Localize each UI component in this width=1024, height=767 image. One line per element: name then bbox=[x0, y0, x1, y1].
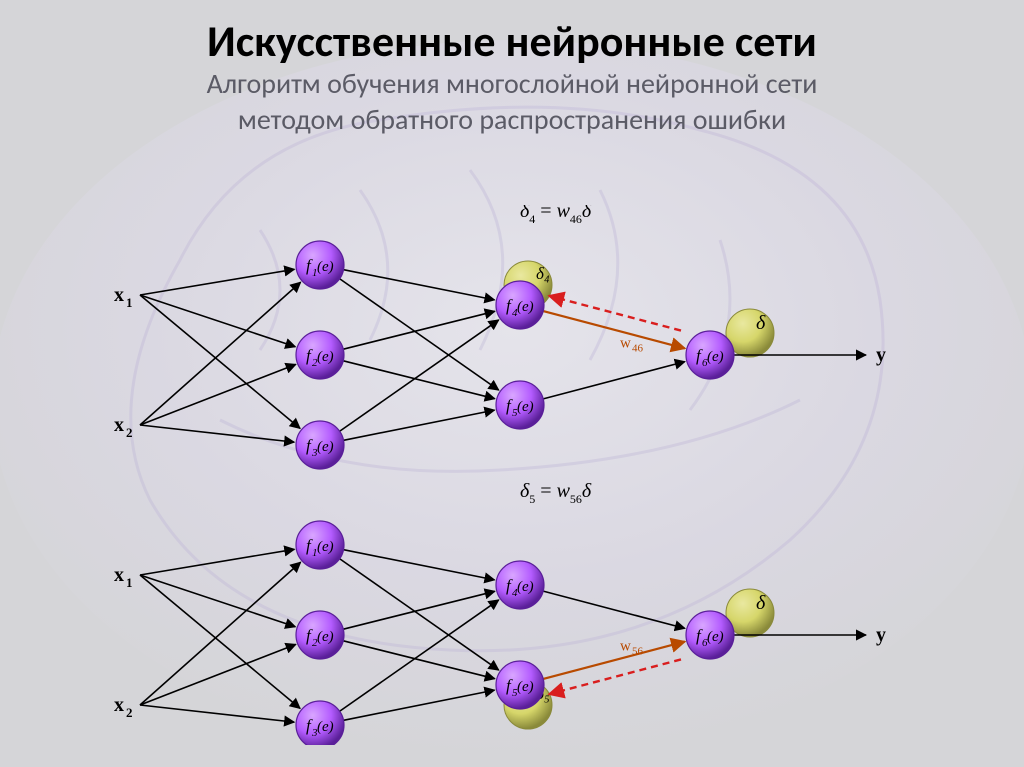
edge bbox=[140, 269, 294, 295]
delta-label: δ bbox=[756, 312, 766, 334]
edge bbox=[140, 295, 300, 428]
edge bbox=[543, 642, 685, 679]
diagram-container: δδ₄x1x2w46yf1(e)f2(e)f3(e)f4(e)f5(e)f6(e… bbox=[90, 205, 934, 745]
weight-label: w bbox=[620, 638, 631, 654]
edge bbox=[344, 410, 495, 440]
neuron-arg: (e) bbox=[317, 719, 334, 735]
output-label: y bbox=[876, 624, 886, 646]
edge bbox=[543, 591, 685, 628]
edge bbox=[140, 575, 300, 708]
delta-hidden-label: δ₄ bbox=[536, 264, 550, 283]
slide-title: Искусственные нейронные сети bbox=[0, 18, 1024, 64]
input-sub: 1 bbox=[126, 295, 133, 310]
formula: δ4 = w46δ bbox=[520, 205, 592, 226]
neuron-arg: (e) bbox=[707, 629, 724, 645]
backprop-edge bbox=[549, 296, 681, 331]
edge bbox=[543, 311, 685, 348]
delta-label: δ bbox=[756, 592, 766, 614]
neuron-arg: (e) bbox=[317, 349, 334, 365]
backprop-edge bbox=[549, 659, 681, 694]
network-panel: δδ₅x1x2w56yf1(e)f2(e)f3(e)f4(e)f5(e)f6(e… bbox=[114, 480, 886, 745]
edge bbox=[140, 425, 294, 442]
neuron-arg: (e) bbox=[317, 539, 334, 555]
neuron-arg: (e) bbox=[517, 399, 534, 415]
title-block: Искусственные нейронные сети Алгоритм об… bbox=[0, 18, 1024, 137]
weight-sub: 56 bbox=[632, 645, 644, 657]
edge bbox=[343, 591, 494, 629]
edge bbox=[140, 295, 295, 347]
edge bbox=[344, 270, 495, 300]
weight-sub: 46 bbox=[632, 343, 644, 355]
slide-subtitle-2: методом обратного распространения ошибки bbox=[0, 104, 1024, 136]
output-label: y bbox=[876, 344, 886, 366]
neuron-arg: (e) bbox=[517, 579, 534, 595]
edge bbox=[343, 641, 494, 679]
neuron-arg: (e) bbox=[317, 629, 334, 645]
edge bbox=[140, 549, 294, 575]
network-diagram: δδ₄x1x2w46yf1(e)f2(e)f3(e)f4(e)f5(e)f6(e… bbox=[90, 205, 934, 745]
edge bbox=[344, 550, 495, 580]
neuron-arg: (e) bbox=[517, 679, 534, 695]
edge bbox=[543, 362, 685, 399]
input-sub: 1 bbox=[126, 575, 133, 590]
edge bbox=[140, 575, 295, 627]
network-panel: δδ₄x1x2w46yf1(e)f2(e)f3(e)f4(e)f5(e)f6(e… bbox=[114, 205, 886, 469]
input-label: x bbox=[114, 414, 124, 436]
input-sub: 2 bbox=[126, 705, 133, 720]
neuron-arg: (e) bbox=[317, 439, 334, 455]
edge bbox=[343, 361, 494, 399]
edge bbox=[140, 364, 296, 425]
input-label: x bbox=[114, 564, 124, 586]
edge bbox=[140, 705, 294, 722]
weight-label: w bbox=[620, 336, 631, 352]
neuron-arg: (e) bbox=[707, 349, 724, 365]
neuron-arg: (e) bbox=[317, 259, 334, 275]
formula: δ5 = w56δ bbox=[520, 480, 592, 506]
edge bbox=[140, 644, 296, 705]
input-label: x bbox=[114, 694, 124, 716]
slide-subtitle-1: Алгоритм обучения многослойной нейронной… bbox=[0, 68, 1024, 100]
neuron-arg: (e) bbox=[517, 299, 534, 315]
edge bbox=[344, 690, 495, 720]
input-sub: 2 bbox=[126, 425, 133, 440]
input-label: x bbox=[114, 284, 124, 306]
edge bbox=[343, 311, 494, 349]
